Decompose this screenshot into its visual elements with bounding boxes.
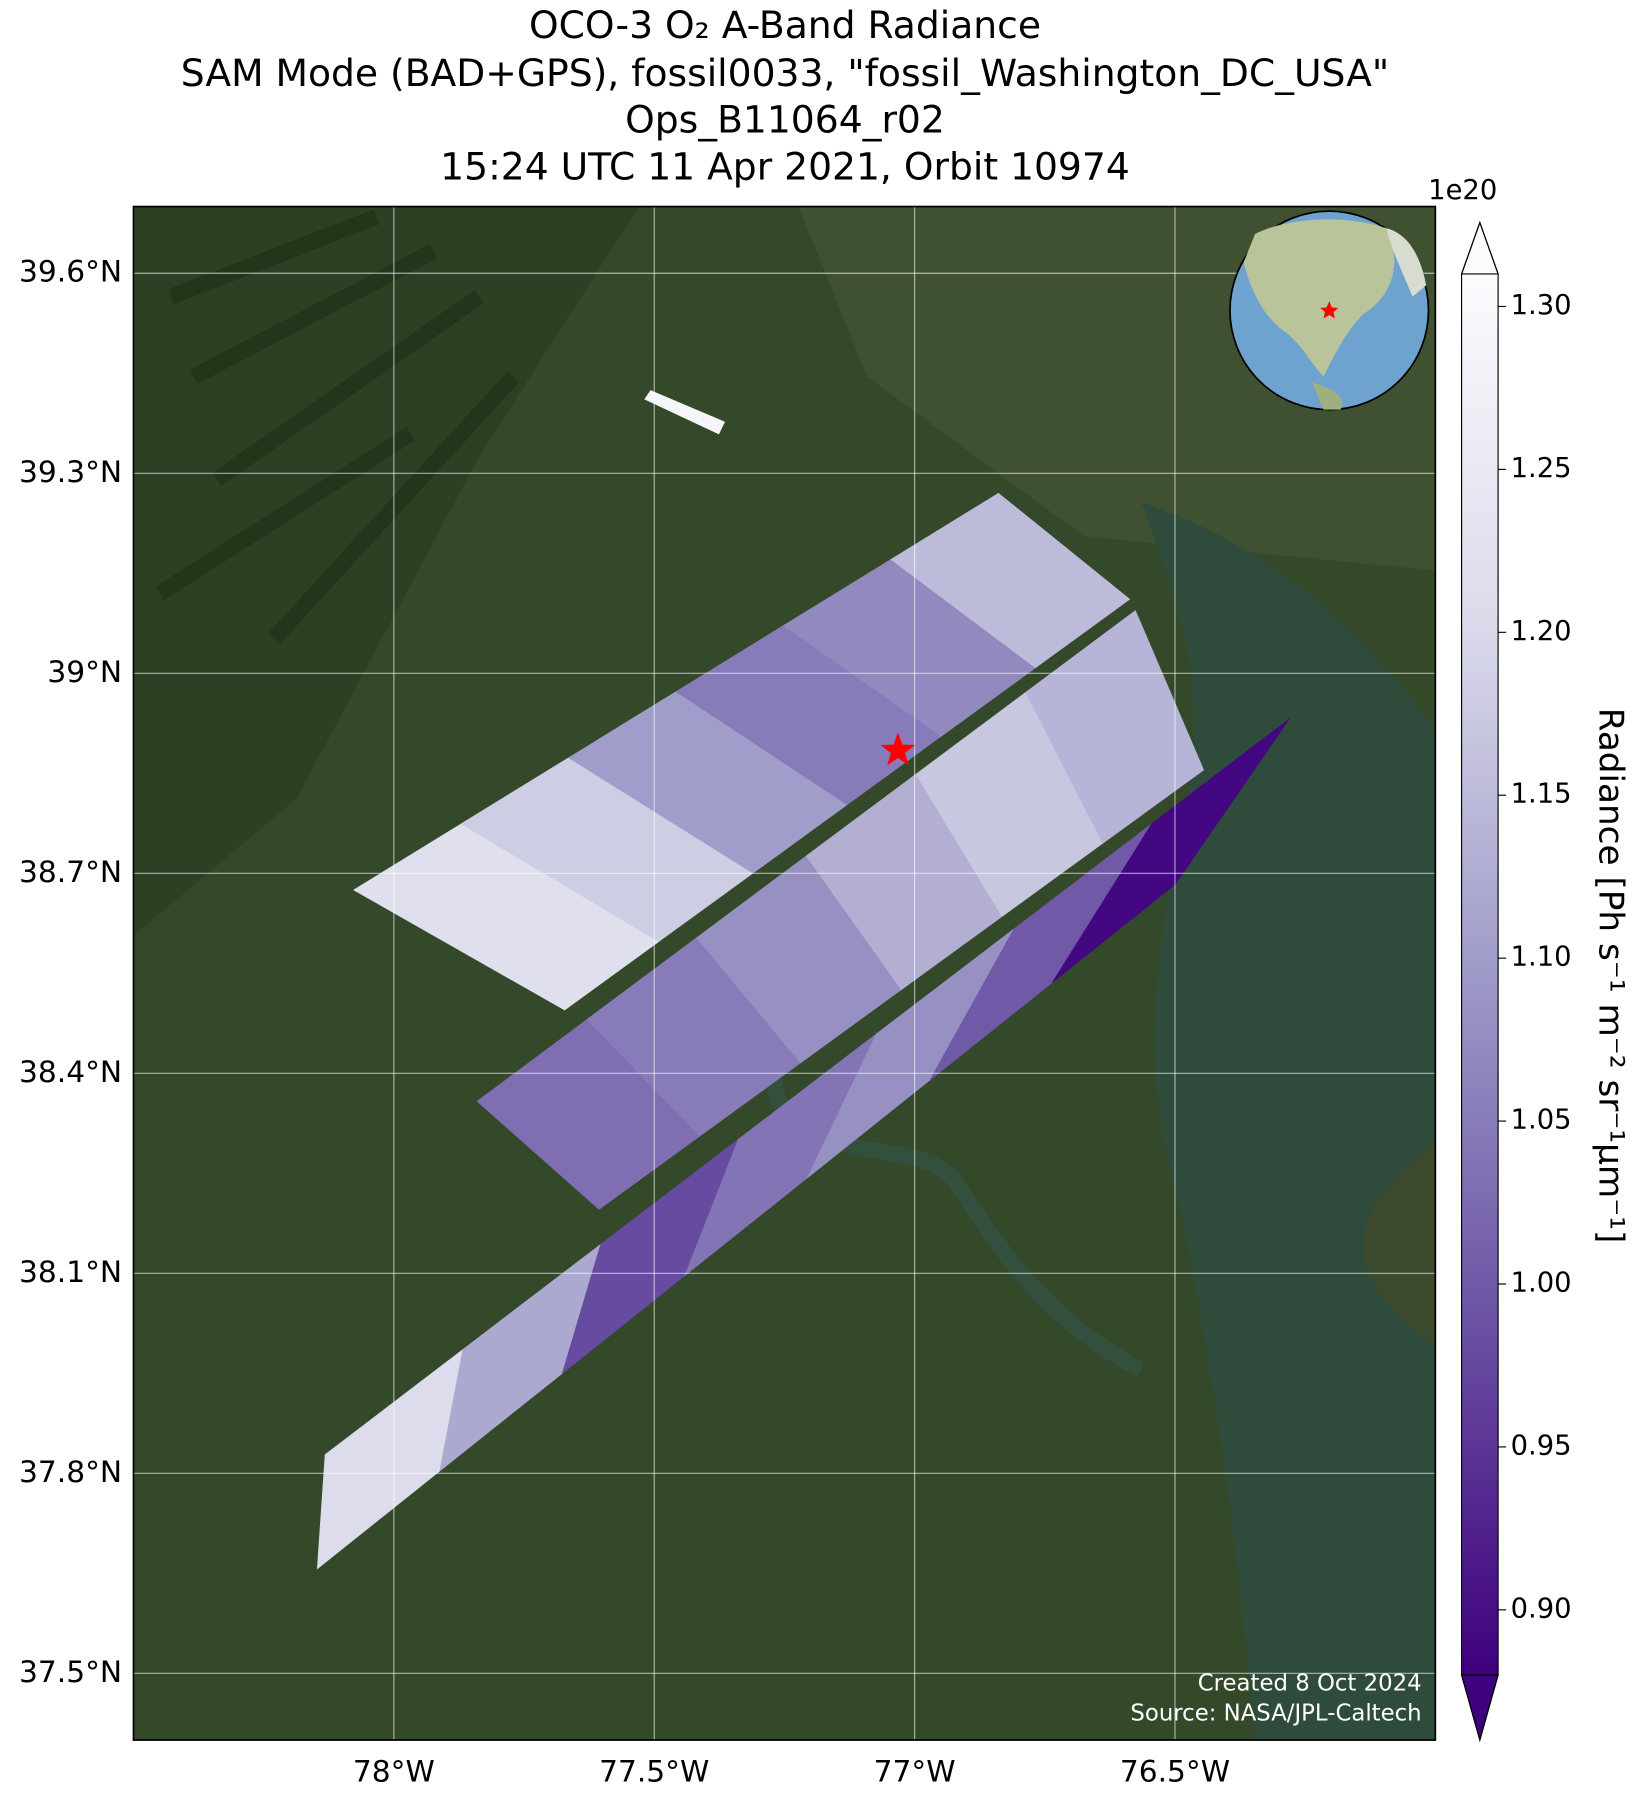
colorbar-tick-label: 0.90: [1511, 1593, 1572, 1624]
colorbar-tick-label: 1.25: [1511, 453, 1572, 484]
y-tick-label: 38.1°N: [19, 1254, 122, 1289]
colorbar-offset: 1e20: [1428, 175, 1497, 206]
colorbar-tick-label: 0.95: [1511, 1430, 1572, 1461]
y-tick-label: 39°N: [47, 654, 122, 689]
y-tick-label: 37.5°N: [19, 1654, 122, 1689]
title: OCO-3 O₂ A-Band Radiance: [529, 3, 1041, 47]
y-tick-label: 37.8°N: [19, 1454, 122, 1489]
subtitle: SAM Mode (BAD+GPS), fossil0033, "fossil_…: [181, 51, 1389, 95]
subtitle: Ops_B11064_r02: [625, 98, 945, 142]
map-frame: [132, 205, 1437, 1741]
colorbar-tick-label: 1.05: [1511, 1105, 1572, 1136]
y-tick-label: 38.4°N: [19, 1054, 122, 1089]
colorbar-tick-label: 1.30: [1511, 290, 1572, 321]
x-tick-label: 78°W: [353, 1754, 435, 1789]
globe-inset: [1229, 210, 1430, 411]
colorbar-tick-label: 1.00: [1511, 1267, 1572, 1298]
colorbar-label: Radiance [Ph s⁻¹ m⁻² sr⁻¹μm⁻¹]: [1590, 708, 1630, 1244]
y-tick-label: 39.6°N: [19, 254, 122, 289]
colorbar-extend-max: [1460, 220, 1499, 275]
colorbar-tick-label: 1.10: [1511, 942, 1572, 973]
y-tick-label: 39.3°N: [19, 454, 122, 489]
y-tick-label: 38.7°N: [19, 854, 122, 889]
colorbar-extend-min: [1460, 1674, 1499, 1743]
colorbar-tick-label: 1.20: [1511, 616, 1572, 647]
target-star: [880, 732, 916, 766]
swaths: [316, 390, 1290, 1570]
x-tick-label: 77.5°W: [599, 1754, 709, 1789]
colorbar-body: [1461, 273, 1499, 1676]
colorbar-tick-label: 1.15: [1511, 779, 1572, 810]
colorbar: 0.90 0.95 1.00 1.05 1.10 1.15 1.20 1.25 1.30: [1460, 220, 1572, 1743]
annotation: Created 8 Oct 2024: [1198, 1671, 1422, 1697]
colorbar-frame: [1461, 220, 1499, 1743]
annotation: Source: NASA/JPL-Caltech: [1130, 1700, 1421, 1726]
x-tick-label: 77°W: [874, 1754, 956, 1789]
swath-cell: [644, 390, 725, 435]
subtitle: 15:24 UTC 11 Apr 2021, Orbit 10974: [440, 144, 1130, 188]
swath-cell: [1025, 610, 1205, 844]
x-tick-label: 76.5°W: [1120, 1754, 1230, 1789]
grid: [133, 206, 1436, 1741]
swath-cell: [890, 492, 1131, 669]
